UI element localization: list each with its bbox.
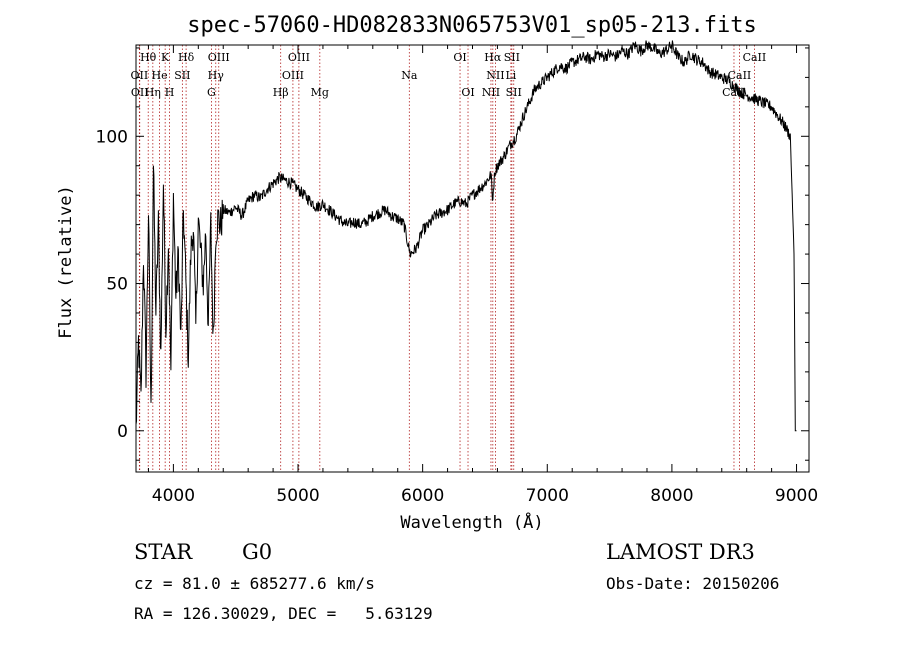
line-label-10: He [152,69,168,82]
axis-ticks: 4000 5000 6000 7000 8000 9000 0 50 100 [96,45,818,506]
line-label-11: SII [174,69,190,82]
line-label-12: Hγ [208,69,225,82]
line-label-5: OI [453,51,466,64]
spectrum-chart: spec-57060-HD082833N065753V01_sp05-213.f… [56,13,818,533]
line-label-3: OIII [208,51,230,64]
line-label-0: Hθ [140,51,157,64]
line-label-15: NII [486,69,504,82]
line-label-6: Hα [484,51,502,64]
object-class: STAR [134,540,193,564]
line-label-2: Hδ [178,51,195,64]
y-axis-label: Flux (relative) [56,185,76,339]
line-label-24: OI [461,86,474,99]
x-axis-label: Wavelength (Å) [400,511,543,533]
redshift-info: cz = 81.0 ± 685277.6 km/s [134,574,375,593]
y-tick-label-1: 50 [106,275,128,295]
line-label-7: SII [504,51,520,64]
chart-title: spec-57060-HD082833N065753V01_sp05-213.f… [187,13,757,38]
spectrum-line [135,40,797,432]
line-label-8: CaII [743,51,767,64]
x-tick-label-2: 6000 [401,486,444,506]
line-label-14: Na [401,69,418,82]
x-tick-label-0: 4000 [152,486,195,506]
x-tick-label-3: 7000 [526,486,569,506]
line-label-4: OIII [288,51,310,64]
x-tick-label-1: 5000 [276,486,319,506]
plot-frame [135,44,810,473]
line-label-16: Li [505,69,516,82]
y-tick-label-0: 0 [117,422,128,442]
line-label-19: Hη [145,86,161,99]
line-label-22: Hβ [273,86,289,99]
coordinates-info: RA = 126.30029, DEC = 5.63129 [134,604,433,623]
x-tick-label-4: 8000 [650,486,693,506]
line-label-18: OII [131,86,149,99]
survey-name: LAMOST DR3 [606,540,755,564]
line-label-13: OIII [282,69,304,82]
line-label-26: SII [506,86,522,99]
spectral-line-markers [138,45,755,472]
line-label-23: Mg [311,86,329,99]
observation-date: Obs-Date: 20150206 [606,574,780,593]
line-label-20: H [165,86,175,99]
x-tick-label-5: 9000 [775,486,818,506]
y-tick-label-2: 100 [96,127,128,147]
line-label-17: CaII [728,69,752,82]
line-label-25: NII [482,86,500,99]
line-label-1: K [161,51,170,64]
line-label-21: G [207,86,216,99]
line-label-9: OII [131,69,149,82]
object-subclass: G0 [242,540,273,564]
